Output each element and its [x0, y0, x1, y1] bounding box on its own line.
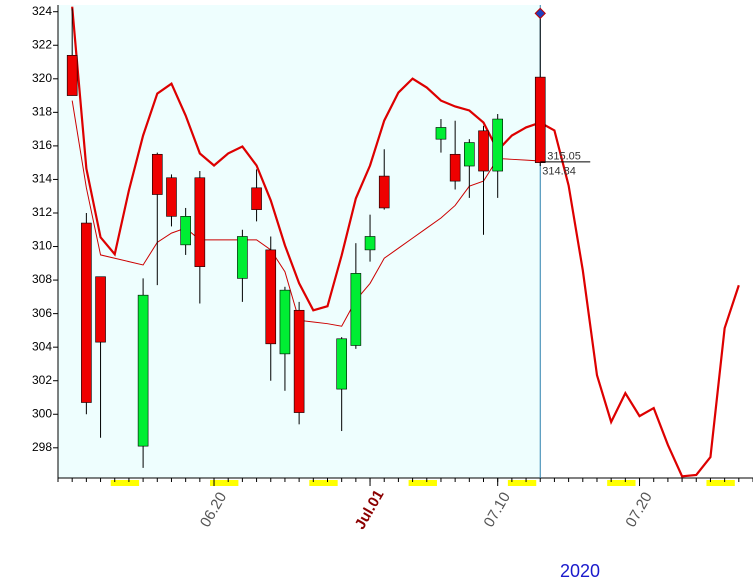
y-tick-label: 314 [32, 172, 52, 186]
candle-body [137, 294, 149, 447]
band-line [71, 100, 541, 327]
weekend-marker [706, 480, 735, 486]
y-tick-label: 316 [32, 138, 52, 152]
candle-body [336, 338, 347, 390]
candle-body [478, 130, 489, 172]
y-tick-label: 308 [32, 272, 52, 286]
x-tick-label: 06.20 [197, 489, 230, 530]
y-tick-label: 318 [32, 105, 52, 119]
candle-body [378, 175, 390, 209]
band-line [71, 6, 740, 478]
candle-body [180, 216, 191, 246]
weekend-marker [507, 480, 537, 486]
y-tick-label: 322 [32, 37, 52, 51]
candle-body [151, 153, 163, 195]
candle-body [95, 276, 106, 343]
high-marker [534, 7, 546, 20]
weekend-marker [110, 480, 140, 486]
y-tick-label: 304 [32, 339, 52, 353]
candle-body [81, 222, 92, 403]
candle-body [464, 142, 475, 167]
price-label: 315.05 [547, 151, 581, 163]
candle-body [350, 273, 362, 346]
year-label: 2020 [560, 561, 600, 581]
candle-body [265, 249, 277, 345]
candle-body [293, 309, 305, 413]
candle-body [279, 289, 291, 355]
y-tick-label: 324 [32, 4, 52, 18]
candle-body [492, 118, 503, 172]
candle-body [534, 76, 546, 163]
candle-body [435, 127, 447, 140]
weekend-marker [607, 480, 636, 486]
candle-body [237, 236, 248, 279]
price-label: 314.84 [542, 165, 576, 177]
candle-body [194, 177, 206, 267]
y-tick-label: 306 [32, 306, 52, 320]
x-tick-label: 07.10 [480, 489, 513, 530]
y-tick-label: 302 [32, 373, 52, 387]
weekend-marker [408, 480, 437, 486]
weekend-marker [309, 480, 338, 486]
candle-body [364, 236, 376, 251]
x-tick-label: Jul.01 [352, 487, 388, 532]
y-tick-label: 298 [32, 440, 52, 454]
y-tick-label: 320 [32, 71, 52, 85]
y-tick-label: 310 [32, 239, 52, 253]
y-tick-label: 300 [32, 406, 52, 420]
y-tick-label: 312 [32, 205, 52, 219]
x-tick-label: 07.20 [622, 489, 655, 530]
candle-body [449, 153, 461, 182]
candle-body [251, 187, 262, 210]
candle-body [66, 55, 78, 96]
candle-body [166, 177, 177, 217]
weekend-marker [210, 480, 239, 486]
